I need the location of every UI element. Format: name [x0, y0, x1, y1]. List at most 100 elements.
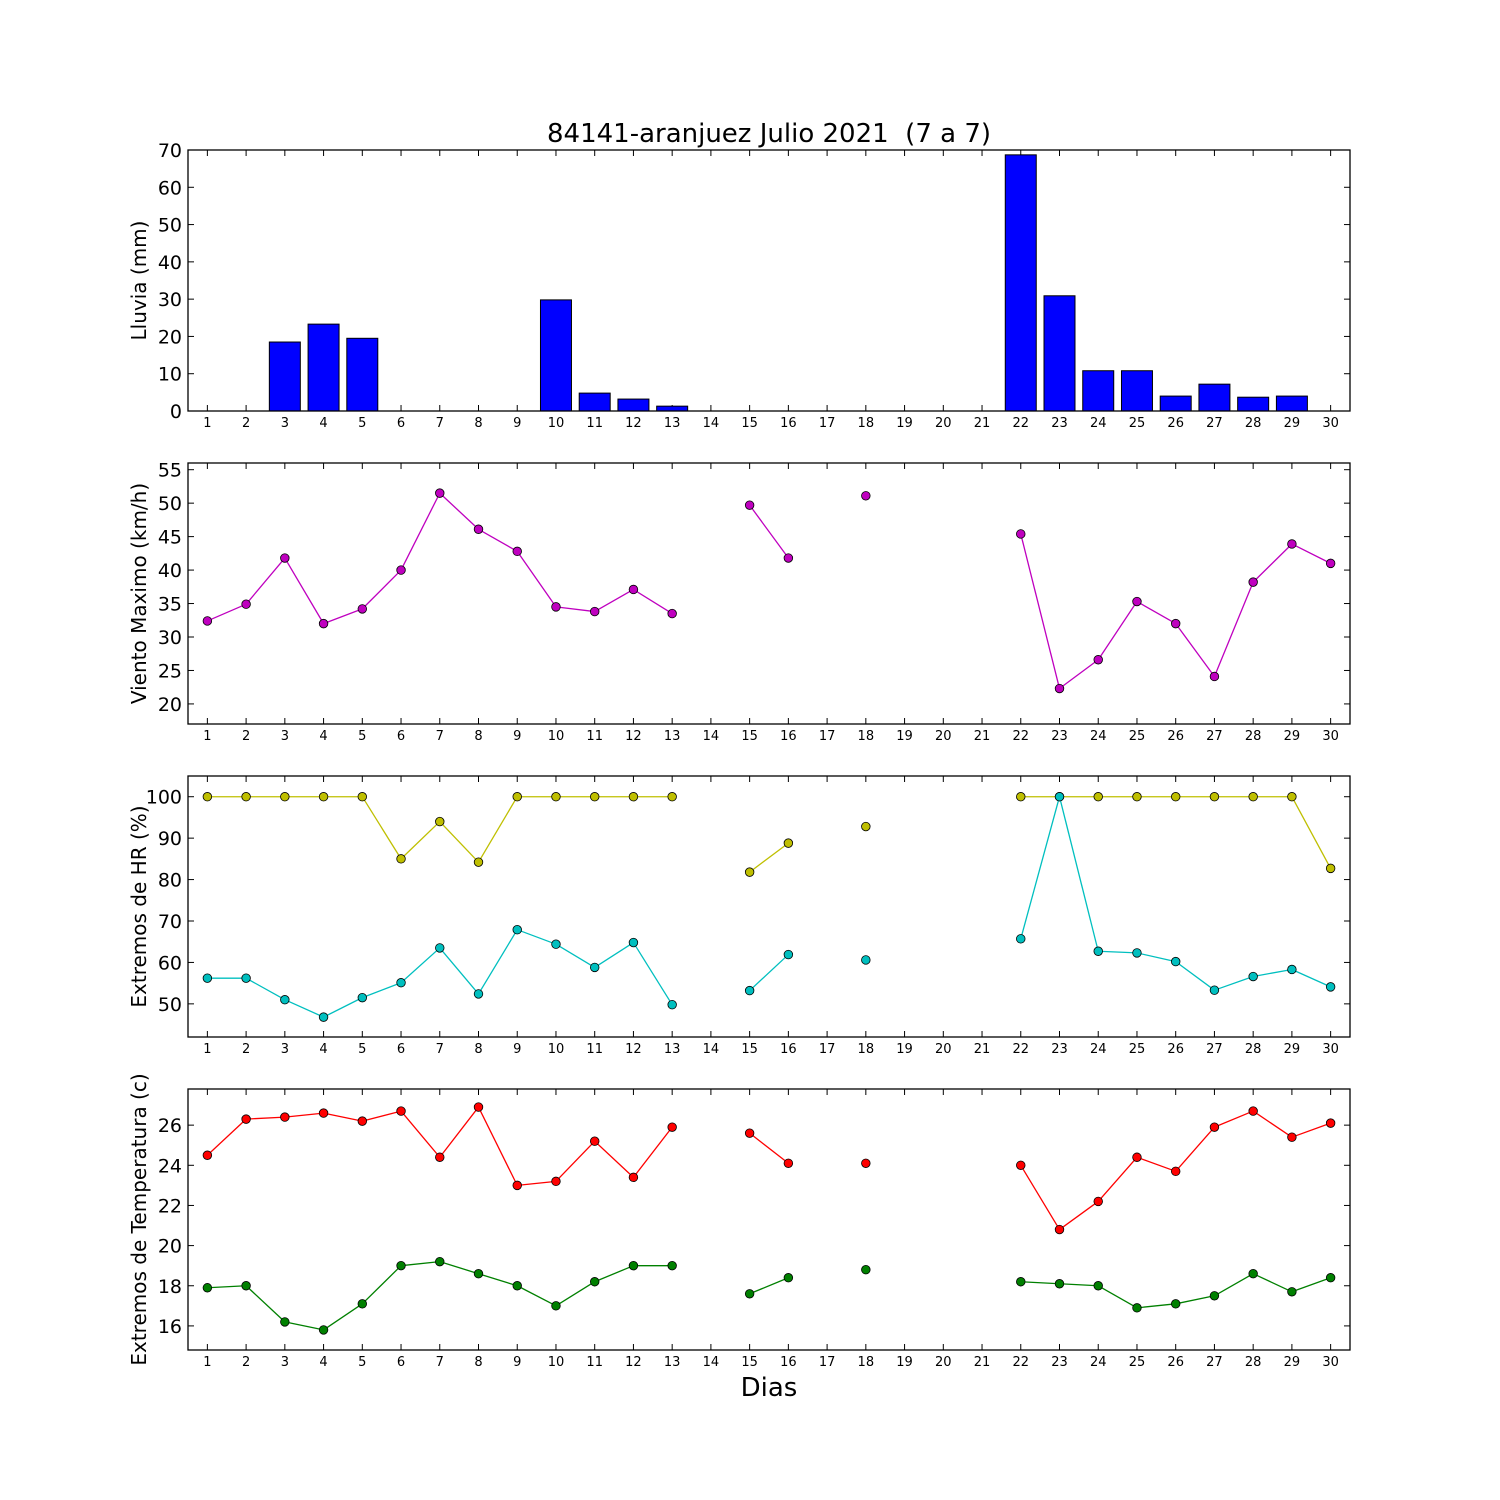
data-point [861, 491, 871, 501]
data-point [1325, 558, 1336, 569]
x-tick-label: 8 [474, 1355, 482, 1370]
x-tick-label: 13 [664, 416, 681, 431]
series-line-segment [323, 1303, 363, 1331]
data-point [667, 608, 677, 619]
y-tick-label: 60 [158, 952, 182, 974]
figure-title: 84141-aranjuez Julio 2021 (7 a 7) [547, 119, 991, 149]
data-point [1016, 934, 1026, 944]
x-tick-label: 27 [1206, 416, 1223, 431]
series-line-segment [207, 1285, 247, 1289]
y-tick-label: 45 [158, 527, 182, 549]
data-point [241, 792, 251, 802]
data-point [241, 1281, 251, 1291]
data-point [551, 602, 561, 612]
data-point [1209, 671, 1220, 682]
data-point [396, 854, 406, 864]
x-tick-label: 4 [319, 1042, 327, 1057]
data-point [1325, 1273, 1336, 1283]
data-point [202, 973, 213, 983]
data-point [280, 553, 290, 563]
data-point [1093, 655, 1103, 665]
x-tick-label: 13 [664, 1042, 681, 1057]
series-line-segment [749, 954, 789, 992]
data-point [1093, 946, 1103, 956]
y-tick-label: 20 [158, 326, 182, 348]
bar [1043, 295, 1076, 412]
series-line-segment [1136, 952, 1176, 963]
series-line-segment [1097, 1156, 1138, 1202]
x-tick-label: 17 [819, 729, 836, 744]
x-tick-label: 5 [358, 1355, 366, 1370]
y-tick-label: 40 [158, 252, 182, 274]
series-line-segment [1252, 1110, 1293, 1138]
series-line-segment [632, 1126, 673, 1178]
x-tick-label: 17 [819, 416, 836, 431]
y-tick-label: 24 [158, 1155, 182, 1177]
x-tick-label: 18 [858, 1355, 875, 1370]
data-point [1054, 1224, 1065, 1235]
data-point [1132, 948, 1142, 958]
series-line-segment [1059, 659, 1099, 690]
series-line-segment [439, 1106, 480, 1158]
data-point [357, 1116, 368, 1126]
series-line-segment [1214, 1110, 1254, 1128]
y-tick-label: 50 [158, 215, 182, 237]
x-tick-label: 29 [1284, 416, 1301, 431]
series-line-segment [1291, 1122, 1331, 1138]
data-point [744, 867, 755, 877]
data-point [396, 565, 406, 575]
series-1 [202, 488, 1336, 694]
data-point [473, 989, 484, 999]
bar [268, 341, 301, 412]
data-point [1016, 1277, 1026, 1287]
data-point [628, 584, 639, 595]
series-line-segment [477, 929, 518, 995]
series-line-segment [1097, 1285, 1138, 1309]
series-line-segment [1020, 796, 1061, 939]
data-point [1016, 529, 1026, 539]
data-point [1170, 1299, 1181, 1309]
x-tick-label: 5 [358, 729, 366, 744]
data-point [667, 1122, 677, 1132]
series-line-segment [400, 492, 441, 571]
x-tick-label: 12 [625, 1355, 642, 1370]
series-line-segment [439, 947, 479, 995]
data-point [1093, 792, 1103, 802]
bar [539, 299, 572, 412]
x-axis-label: Dias [741, 1373, 798, 1403]
y-tick-label: 30 [158, 289, 182, 311]
x-tick-label: 1 [203, 729, 211, 744]
x-tick-label: 29 [1284, 729, 1301, 744]
series-line-segment [400, 1261, 440, 1267]
x-tick-label: 7 [436, 416, 444, 431]
x-tick-label: 7 [436, 1355, 444, 1370]
x-tick-label: 3 [281, 416, 289, 431]
data-point [783, 553, 794, 563]
series-line-segment [1175, 623, 1215, 677]
plot-frame [187, 1088, 1351, 1351]
y-tick-label: 35 [158, 594, 182, 616]
series-line-segment [1213, 581, 1254, 677]
x-tick-label: 9 [513, 1042, 521, 1057]
y-tick-label: 40 [158, 560, 182, 582]
series-line-segment [477, 796, 518, 863]
series-line-segment [594, 941, 634, 968]
x-tick-label: 21 [974, 729, 991, 744]
data-point [551, 939, 561, 949]
data-point [473, 857, 484, 867]
data-point [280, 1112, 290, 1122]
data-point [512, 1281, 522, 1291]
x-tick-label: 19 [896, 1042, 913, 1057]
series-line-segment [1214, 975, 1254, 991]
data-point [744, 985, 755, 996]
x-tick-label: 21 [974, 1042, 991, 1057]
x-tick-label: 6 [397, 1042, 405, 1057]
x-tick-label: 30 [1322, 1042, 1339, 1057]
x-tick-label: 21 [974, 416, 991, 431]
data-point [1170, 956, 1181, 967]
x-tick-label: 23 [1051, 729, 1068, 744]
x-tick-label: 16 [780, 1355, 797, 1370]
